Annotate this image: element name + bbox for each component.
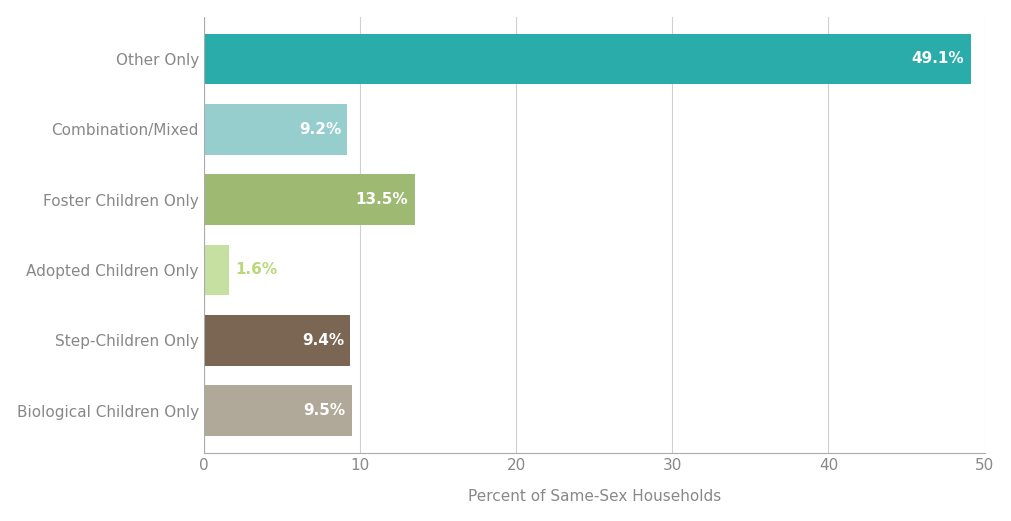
Text: 9.5%: 9.5%: [303, 403, 346, 418]
Text: 9.2%: 9.2%: [299, 122, 341, 137]
X-axis label: Percent of Same-Sex Households: Percent of Same-Sex Households: [467, 489, 721, 504]
Bar: [203, 104, 348, 155]
Bar: [203, 174, 415, 225]
Bar: [203, 244, 228, 295]
Text: 49.1%: 49.1%: [912, 52, 964, 66]
Text: 9.4%: 9.4%: [302, 333, 344, 348]
Bar: [203, 315, 351, 366]
Bar: [203, 385, 352, 436]
Text: 13.5%: 13.5%: [356, 192, 408, 207]
Text: 1.6%: 1.6%: [235, 263, 277, 277]
Bar: [203, 33, 971, 84]
